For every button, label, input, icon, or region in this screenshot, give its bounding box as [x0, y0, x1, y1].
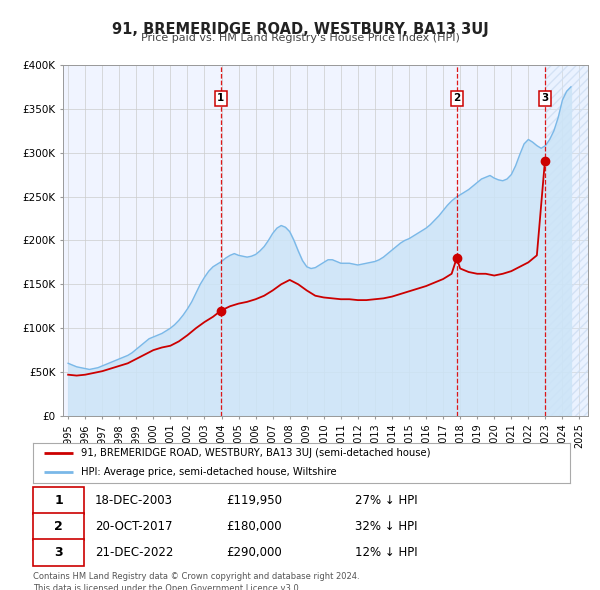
- Text: 32% ↓ HPI: 32% ↓ HPI: [355, 520, 418, 533]
- FancyBboxPatch shape: [33, 487, 84, 514]
- Text: £119,950: £119,950: [226, 494, 283, 507]
- Text: HPI: Average price, semi-detached house, Wiltshire: HPI: Average price, semi-detached house,…: [82, 467, 337, 477]
- Text: 2: 2: [453, 93, 460, 103]
- Text: £180,000: £180,000: [226, 520, 282, 533]
- Text: 27% ↓ HPI: 27% ↓ HPI: [355, 494, 418, 507]
- Text: 18-DEC-2003: 18-DEC-2003: [95, 494, 173, 507]
- Text: 2: 2: [55, 520, 63, 533]
- FancyBboxPatch shape: [33, 513, 84, 540]
- Text: 21-DEC-2022: 21-DEC-2022: [95, 546, 173, 559]
- FancyBboxPatch shape: [33, 539, 84, 566]
- Text: 1: 1: [217, 93, 224, 103]
- Text: 12% ↓ HPI: 12% ↓ HPI: [355, 546, 418, 559]
- Text: 3: 3: [55, 546, 63, 559]
- Text: 1: 1: [55, 494, 63, 507]
- Text: 91, BREMERIDGE ROAD, WESTBURY, BA13 3UJ: 91, BREMERIDGE ROAD, WESTBURY, BA13 3UJ: [112, 22, 488, 37]
- Text: Contains HM Land Registry data © Crown copyright and database right 2024.
This d: Contains HM Land Registry data © Crown c…: [33, 572, 359, 590]
- Text: 3: 3: [541, 93, 548, 103]
- Bar: [545, 65, 588, 416]
- Text: £290,000: £290,000: [226, 546, 282, 559]
- Text: 91, BREMERIDGE ROAD, WESTBURY, BA13 3UJ (semi-detached house): 91, BREMERIDGE ROAD, WESTBURY, BA13 3UJ …: [82, 448, 431, 458]
- Text: 20-OCT-2017: 20-OCT-2017: [95, 520, 172, 533]
- Text: Price paid vs. HM Land Registry's House Price Index (HPI): Price paid vs. HM Land Registry's House …: [140, 33, 460, 43]
